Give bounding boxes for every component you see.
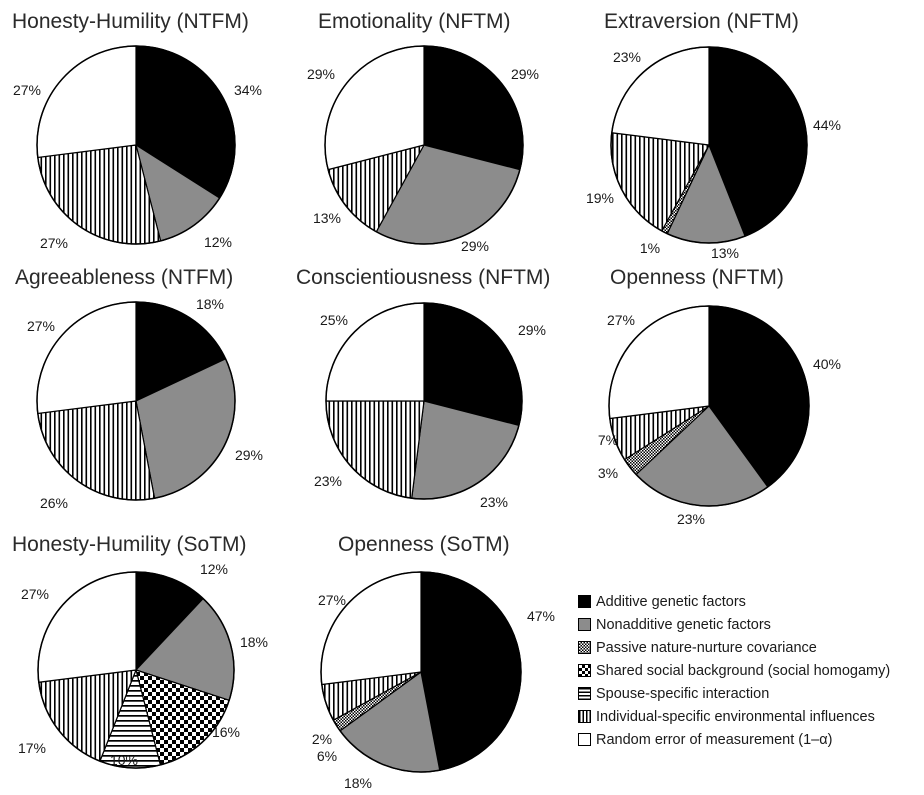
pie-slice-label: 44% [813, 117, 841, 133]
legend-label: Random error of measurement (1–α) [596, 732, 832, 748]
pie-slice-label: 34% [234, 82, 262, 98]
legend-item-error: Random error of measurement (1–α) [578, 728, 924, 751]
legend-label: Individual-specific environmental influe… [596, 709, 875, 725]
pie-slice-label: 25% [320, 312, 348, 328]
pie-slice-label: 3% [598, 465, 618, 481]
pie-slice-label: 27% [27, 318, 55, 334]
pie-chart-extraversion-nftm: Extraversion (NFTM) 44% 13% 1% 19% 23% [586, 10, 841, 261]
legend: Additive genetic factors Nonadditive gene… [578, 590, 924, 751]
legend-swatch [578, 664, 591, 677]
pie-slice-label: 29% [235, 447, 263, 463]
pie-slice-individual [38, 401, 155, 500]
pie-chart-conscientiousness-nftm: Conscientiousness (NFTM) 29% 23% 23% 25% [296, 266, 550, 510]
legend-label: Spouse-specific interaction [596, 686, 769, 702]
pie-slice-label: 2% [312, 731, 332, 747]
legend-item-shared: Shared social background (social homogam… [578, 659, 924, 682]
legend-swatch [578, 641, 591, 654]
pie-slice-label: 1% [640, 240, 660, 256]
pie-slice-label: 29% [511, 66, 539, 82]
pie-slice-error [37, 46, 136, 157]
pie-slice-label: 23% [314, 473, 342, 489]
pie-title: Openness (SoTM) [338, 533, 510, 556]
pie-slice-label: 23% [480, 494, 508, 510]
pie-slice-label: 23% [613, 49, 641, 65]
pie-title: Openness (NFTM) [610, 266, 784, 289]
pie-slice-label: 23% [677, 511, 705, 527]
pie-slice-error [38, 572, 136, 682]
pie-slice-label: 13% [711, 245, 739, 261]
pie-title: Honesty-Humility (SoTM) [12, 533, 247, 556]
legend-swatch [578, 595, 591, 608]
pie-slice-label: 26% [40, 495, 68, 511]
pie-slice-label: 27% [40, 235, 68, 251]
pie-chart-emotionality-nftm: Emotionality (NFTM) 29% 29% 13% 29% [307, 10, 539, 254]
legend-item-spouse: Spouse-specific interaction [578, 682, 924, 705]
pie-chart-openness-nftm: Openness (NFTM)40%23%3%7%27% [598, 266, 841, 527]
pie-title: Emotionality (NFTM) [318, 10, 511, 33]
pie-chart-honesty-humility-ntfm: Honesty-Humility (NTFM) 34% 12% 27% 27% [12, 10, 262, 251]
pie-slice-label: 40% [813, 356, 841, 372]
pie-slice-label: 12% [204, 234, 232, 250]
pie-slice-label: 12% [200, 561, 228, 577]
pie-slice-label: 27% [607, 312, 635, 328]
legend-label: Nonadditive genetic factors [596, 617, 771, 633]
legend-label: Passive nature-nurture covariance [596, 640, 817, 656]
pie-slice-label: 6% [317, 748, 337, 764]
pie-slice-label: 47% [527, 608, 555, 624]
pie-title: Conscientiousness (NFTM) [296, 266, 550, 289]
pie-slice-label: 13% [313, 210, 341, 226]
pie-slice-label: 27% [21, 586, 49, 602]
legend-swatch [578, 687, 591, 700]
pie-slice-label: 18% [344, 775, 372, 791]
pie-slice-label: 17% [18, 740, 46, 756]
pie-slice-error [321, 572, 421, 685]
pie-slice-label: 27% [13, 82, 41, 98]
legend-item-nonadditive: Nonadditive genetic factors [578, 613, 924, 636]
pie-slice-label: 27% [318, 592, 346, 608]
legend-item-passive: Passive nature-nurture covariance [578, 636, 924, 659]
pie-title: Agreeableness (NTFM) [15, 266, 233, 289]
pie-slice-label: 29% [518, 322, 546, 338]
pie-slice-label: 18% [196, 296, 224, 312]
legend-label: Shared social background (social homogam… [596, 663, 890, 679]
pie-slice-label: 29% [307, 66, 335, 82]
pie-slice-label: 29% [461, 238, 489, 254]
pie-slice-label: 19% [586, 190, 614, 206]
legend-swatch [578, 733, 591, 746]
pie-title: Extraversion (NFTM) [604, 10, 799, 33]
pie-slice-additive [421, 572, 521, 770]
legend-swatch [578, 710, 591, 723]
pie-title: Honesty-Humility (NTFM) [12, 10, 249, 33]
legend-swatch [578, 618, 591, 631]
legend-item-additive: Additive genetic factors [578, 590, 924, 613]
pie-slice-label: 18% [240, 634, 268, 650]
legend-item-individual: Individual-specific environmental influe… [578, 705, 924, 728]
pie-chart-honesty-humility-sotm: Honesty-Humility (SoTM)12%18%16%10%17%27… [12, 533, 268, 768]
legend-label: Additive genetic factors [596, 594, 746, 610]
pie-chart-openness-sotm: Openness (SoTM) 47% 18% 2%6% 27% [312, 533, 555, 791]
pie-chart-agreeableness-ntfm: Agreeableness (NTFM) 18% 29% 26% 27% [15, 266, 263, 511]
